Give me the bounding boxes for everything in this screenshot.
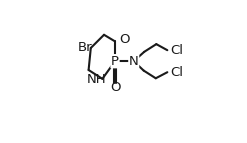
Text: O: O [120,33,130,46]
Text: Cl: Cl [170,44,183,57]
Text: Cl: Cl [170,66,183,79]
Text: P: P [111,55,119,68]
Text: O: O [110,81,120,94]
Text: NH: NH [87,73,107,86]
Text: N: N [129,55,139,68]
Text: Br: Br [78,41,92,54]
